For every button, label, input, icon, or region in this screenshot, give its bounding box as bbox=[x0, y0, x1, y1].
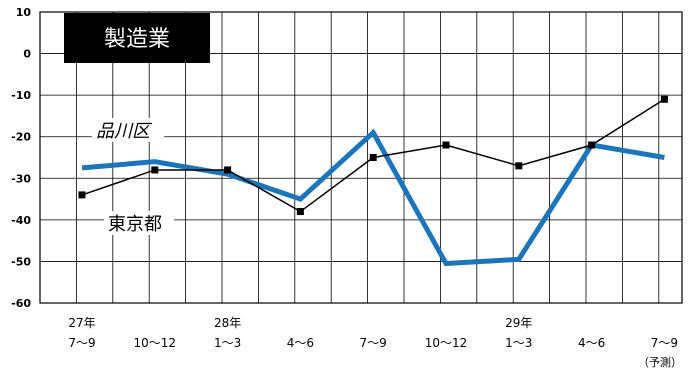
x-tick-year: 28年 bbox=[214, 316, 241, 330]
series-point-1 bbox=[515, 162, 523, 170]
series-label-tokyo: 東京都 bbox=[108, 214, 162, 235]
x-tick-period: 7〜9 bbox=[651, 336, 678, 350]
series-point-1 bbox=[660, 95, 668, 103]
y-tick-label: 0 bbox=[23, 48, 31, 61]
y-tick-label: -10 bbox=[11, 89, 31, 102]
x-axis-ticks: 27年 7〜9 10〜12 28年 1〜3 4〜6 7〜9 10〜12 29年 1〜3 4〜6 7〜9 bbox=[68, 316, 678, 350]
x-tick-year: 27年 bbox=[68, 316, 95, 330]
x-tick-period: 4〜6 bbox=[578, 336, 605, 350]
y-axis-ticks: 10 0 -10 -20 -30 -40 -50 -60 bbox=[11, 6, 31, 310]
series-point-1 bbox=[224, 166, 232, 174]
chart-title: 製造業 bbox=[104, 27, 170, 52]
series-line-0 bbox=[81, 128, 665, 267]
y-tick-label: -30 bbox=[11, 172, 31, 185]
title-box bbox=[64, 13, 210, 63]
series-point-1 bbox=[588, 141, 596, 149]
series-group bbox=[78, 95, 668, 267]
forecast-note: （予測） bbox=[638, 355, 682, 369]
x-tick-year: 29年 bbox=[505, 316, 532, 330]
series-point-1 bbox=[296, 208, 304, 216]
x-tick-period: 4〜6 bbox=[287, 336, 314, 350]
y-tick-label: -60 bbox=[11, 297, 31, 310]
x-tick-period: 10〜12 bbox=[134, 336, 177, 350]
y-tick-label: -20 bbox=[11, 131, 31, 144]
y-tick-label: -40 bbox=[11, 214, 31, 227]
x-tick-period: 10〜12 bbox=[425, 336, 468, 350]
series-point-1 bbox=[369, 154, 377, 161]
y-tick-label: -50 bbox=[11, 255, 31, 268]
x-tick-period: 7〜9 bbox=[68, 336, 95, 350]
x-tick-period: 1〜3 bbox=[214, 336, 241, 350]
y-tick-label: 10 bbox=[16, 6, 32, 19]
series-point-1 bbox=[151, 166, 159, 174]
series-label-shinagawa: 品川区 bbox=[96, 121, 153, 142]
plot-frame bbox=[39, 11, 683, 304]
series-point-1 bbox=[442, 141, 450, 149]
series-label-bg-tokyo bbox=[104, 211, 174, 235]
x-tick-period: 1〜3 bbox=[505, 336, 532, 350]
x-tick-period: 7〜9 bbox=[360, 336, 387, 350]
series-label-bg-shinagawa bbox=[92, 118, 164, 142]
series-point-1 bbox=[78, 191, 86, 199]
